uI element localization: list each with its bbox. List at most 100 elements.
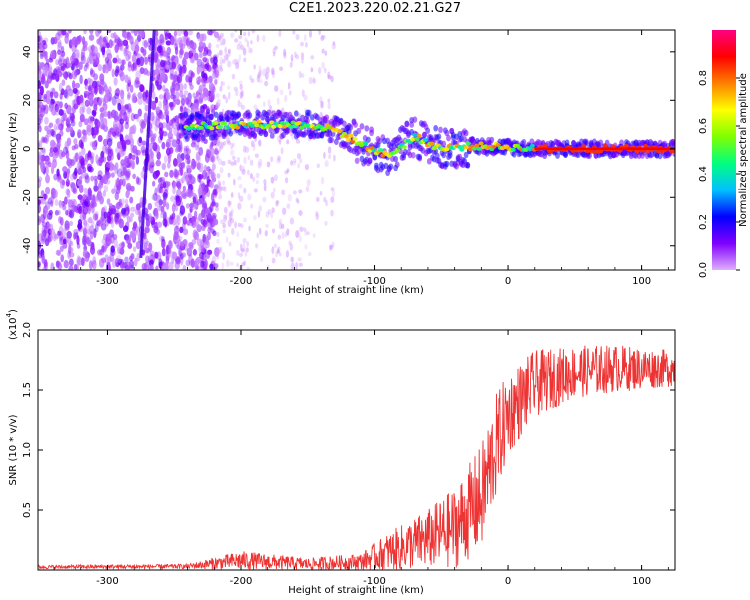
noise-blob [217, 186, 221, 192]
noise-blob [181, 176, 185, 184]
noise-blob [50, 165, 55, 175]
noise-blob [265, 66, 270, 74]
noise-blob [246, 266, 251, 270]
noise-blob [230, 217, 235, 224]
noise-blob [203, 236, 207, 246]
noise-blob [176, 188, 182, 197]
noise-blob [119, 111, 123, 118]
band-halo [369, 126, 374, 133]
noise-blob [330, 187, 335, 192]
noise-blob [267, 99, 271, 107]
noise-blob [230, 192, 234, 198]
snr-x-tick-label: 100 [632, 576, 651, 587]
noise-blob [76, 259, 81, 266]
noise-blob [321, 61, 325, 70]
noise-blob [174, 147, 180, 153]
noise-blob [55, 32, 61, 41]
noise-blob [68, 265, 74, 270]
noise-blob [190, 70, 195, 79]
noise-blob [206, 166, 211, 172]
noise-blob [63, 259, 69, 269]
noise-blob [198, 146, 204, 156]
noise-blob [160, 37, 166, 44]
noise-blob [231, 155, 236, 161]
noise-blob [306, 179, 311, 187]
snr-x-tick-label: -200 [230, 576, 253, 587]
noise-blob [316, 163, 320, 169]
noise-blob [216, 173, 221, 179]
noise-blob [233, 159, 237, 166]
noise-blob [179, 166, 184, 177]
noise-blob [247, 155, 251, 161]
noise-blob [273, 243, 277, 249]
noise-blob [215, 102, 220, 108]
noise-blob [63, 89, 68, 99]
noise-blob [262, 34, 266, 43]
noise-blob [128, 34, 133, 41]
noise-blob [156, 170, 161, 177]
band-core [414, 136, 420, 141]
noise-blob [175, 98, 181, 106]
noise-blob [222, 214, 226, 220]
noise-blob [180, 190, 187, 198]
noise-blob [237, 176, 242, 181]
noise-blob [224, 213, 228, 220]
noise-blob [83, 187, 89, 195]
noise-blob [41, 194, 47, 201]
band-halo [425, 127, 431, 134]
noise-blob [130, 231, 137, 241]
noise-blob [228, 212, 233, 221]
noise-blob [301, 58, 304, 64]
noise-blob [106, 138, 113, 147]
noise-blob [231, 73, 236, 80]
noise-blob [224, 53, 229, 61]
noise-blob [320, 100, 324, 109]
noise-blob [66, 157, 72, 164]
noise-blob [73, 138, 78, 145]
band-core [444, 147, 450, 152]
noise-blob [312, 76, 315, 84]
noise-blob [43, 93, 48, 100]
noise-blob [241, 262, 245, 267]
noise-blob [65, 56, 70, 63]
noise-blob [136, 226, 141, 237]
noise-blob [209, 147, 215, 156]
noise-blob [196, 154, 201, 165]
noise-blob [69, 126, 74, 134]
noise-blob [105, 179, 111, 185]
noise-blob [175, 214, 180, 222]
band-core [463, 145, 469, 150]
noise-blob [87, 217, 93, 224]
noise-blob [275, 250, 279, 258]
band-halo [447, 149, 453, 156]
noise-blob [296, 199, 300, 205]
noise-blob [173, 74, 179, 83]
noise-blob [289, 90, 292, 96]
noise-blob [103, 211, 108, 219]
noise-blob [191, 57, 196, 64]
noise-blob [66, 71, 71, 78]
noise-blob [198, 51, 203, 59]
band-halo [417, 153, 423, 161]
band-core [213, 121, 219, 126]
noise-blob [199, 104, 205, 114]
noise-blob [197, 75, 202, 84]
noise-blob [242, 217, 248, 223]
noise-blob [210, 172, 216, 180]
noise-blob [223, 214, 228, 223]
noise-blob [92, 126, 99, 136]
noise-blob [242, 145, 247, 153]
noise-blob [45, 90, 51, 98]
noise-blob [39, 61, 45, 68]
noise-blob [275, 200, 279, 207]
band-core [602, 143, 608, 148]
noise-blob [200, 62, 205, 69]
noise-blob [72, 187, 76, 193]
noise-blob [67, 203, 73, 210]
band-core [279, 120, 285, 125]
noise-blob [294, 51, 297, 58]
svg-text:(x104): (x104) [5, 309, 19, 340]
snr-y-tick-label: 1.0 [22, 442, 33, 458]
noise-blob [41, 254, 45, 264]
band-core [589, 149, 595, 154]
